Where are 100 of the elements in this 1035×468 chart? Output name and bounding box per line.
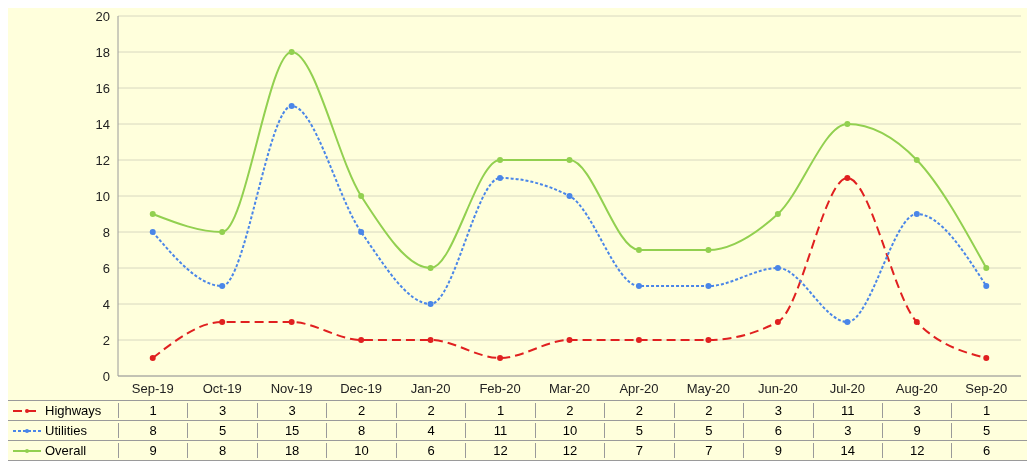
x-tick-label: Mar-20 bbox=[548, 381, 591, 397]
data-label: 5 bbox=[604, 423, 674, 438]
data-label: 9 bbox=[118, 443, 188, 458]
y-tick-label: 8 bbox=[102, 224, 110, 240]
point bbox=[497, 157, 504, 163]
point bbox=[635, 247, 642, 253]
x-tick-label: Oct-19 bbox=[202, 381, 242, 397]
data-label: 3 bbox=[256, 403, 327, 418]
y-tick-label: 4 bbox=[102, 296, 110, 312]
y-tick-label: 12 bbox=[95, 152, 110, 168]
data-label: 7 bbox=[673, 443, 744, 458]
point bbox=[288, 49, 295, 55]
data-label: 8 bbox=[187, 443, 257, 458]
data-label: 8 bbox=[326, 423, 396, 438]
data-label: 3 bbox=[881, 403, 952, 418]
point bbox=[705, 337, 712, 343]
data-label: 4 bbox=[395, 423, 466, 438]
data-label: 1 bbox=[118, 403, 188, 418]
point bbox=[774, 319, 781, 325]
x-tick-label: Sep-20 bbox=[965, 381, 1008, 397]
x-tick-label: Apr-20 bbox=[619, 381, 659, 397]
point bbox=[358, 193, 365, 199]
data-label: 8 bbox=[118, 423, 188, 438]
point bbox=[913, 211, 920, 217]
point bbox=[983, 265, 990, 271]
point bbox=[149, 211, 156, 217]
y-tick-label: 0 bbox=[102, 368, 110, 384]
data-label: 3 bbox=[743, 403, 813, 418]
point bbox=[844, 175, 851, 181]
x-tick-label: Nov-19 bbox=[270, 381, 313, 397]
point bbox=[149, 229, 156, 235]
data-label: 2 bbox=[604, 403, 674, 418]
data-label: 3 bbox=[812, 423, 882, 438]
point bbox=[983, 355, 990, 361]
point bbox=[566, 337, 573, 343]
data-label: 12 bbox=[881, 443, 952, 458]
x-tick-label: Jul-20 bbox=[829, 381, 866, 397]
point bbox=[358, 337, 365, 343]
point bbox=[427, 265, 434, 271]
data-label: 6 bbox=[743, 423, 813, 438]
data-label: 5 bbox=[673, 423, 744, 438]
x-tick-label: Aug-20 bbox=[895, 381, 938, 397]
y-tick-label: 14 bbox=[95, 116, 110, 132]
legend-label: Utilities bbox=[45, 423, 87, 438]
data-label: 3 bbox=[187, 403, 257, 418]
data-label: 9 bbox=[881, 423, 952, 438]
point bbox=[774, 265, 781, 271]
y-tick-label: 20 bbox=[95, 8, 110, 24]
point bbox=[913, 157, 920, 163]
point bbox=[705, 283, 712, 289]
y-tick-label: 18 bbox=[95, 44, 110, 60]
y-tick-label: 6 bbox=[102, 260, 110, 276]
data-label: 2 bbox=[326, 403, 396, 418]
data-label: 2 bbox=[534, 403, 605, 418]
data-label: 1 bbox=[951, 403, 1021, 418]
x-tick-label: Jun-20 bbox=[758, 381, 798, 397]
data-label: 6 bbox=[951, 443, 1021, 458]
point bbox=[497, 355, 504, 361]
point bbox=[358, 229, 365, 235]
y-tick-label: 10 bbox=[95, 188, 110, 204]
point bbox=[219, 319, 226, 325]
data-label: 1 bbox=[465, 403, 535, 418]
data-label: 14 bbox=[812, 443, 882, 458]
y-tick-label: 16 bbox=[95, 80, 110, 96]
data-label: 12 bbox=[534, 443, 605, 458]
data-label: 18 bbox=[256, 443, 327, 458]
data-label: 11 bbox=[465, 423, 535, 438]
point bbox=[844, 121, 851, 127]
point bbox=[219, 283, 226, 289]
x-tick-label: Sep-19 bbox=[131, 381, 174, 397]
point bbox=[774, 211, 781, 217]
x-tick-label: Feb-20 bbox=[479, 381, 521, 397]
point bbox=[288, 103, 295, 109]
data-label: 5 bbox=[187, 423, 257, 438]
point bbox=[427, 301, 434, 307]
point bbox=[427, 337, 434, 343]
point bbox=[635, 337, 642, 343]
point bbox=[635, 283, 642, 289]
data-label: 12 bbox=[465, 443, 535, 458]
data-label: 10 bbox=[534, 423, 605, 438]
point bbox=[219, 229, 226, 235]
x-tick-label: Dec-19 bbox=[340, 381, 383, 397]
point bbox=[497, 175, 504, 181]
point bbox=[566, 193, 573, 199]
point bbox=[913, 319, 920, 325]
data-label: 2 bbox=[673, 403, 744, 418]
data-label: 7 bbox=[604, 443, 674, 458]
point bbox=[149, 355, 156, 361]
legend-label: Highways bbox=[45, 403, 102, 418]
data-label: 11 bbox=[812, 403, 882, 418]
y-tick-label: 2 bbox=[102, 332, 110, 348]
data-label: 5 bbox=[951, 423, 1021, 438]
x-tick-label: Jan-20 bbox=[410, 381, 451, 397]
point bbox=[844, 319, 851, 325]
legend-label: Overall bbox=[45, 443, 87, 458]
data-label: 9 bbox=[743, 443, 813, 458]
data-label: 10 bbox=[326, 443, 396, 458]
data-label: 15 bbox=[256, 423, 327, 438]
data-label: 2 bbox=[395, 403, 466, 418]
point bbox=[288, 319, 295, 325]
